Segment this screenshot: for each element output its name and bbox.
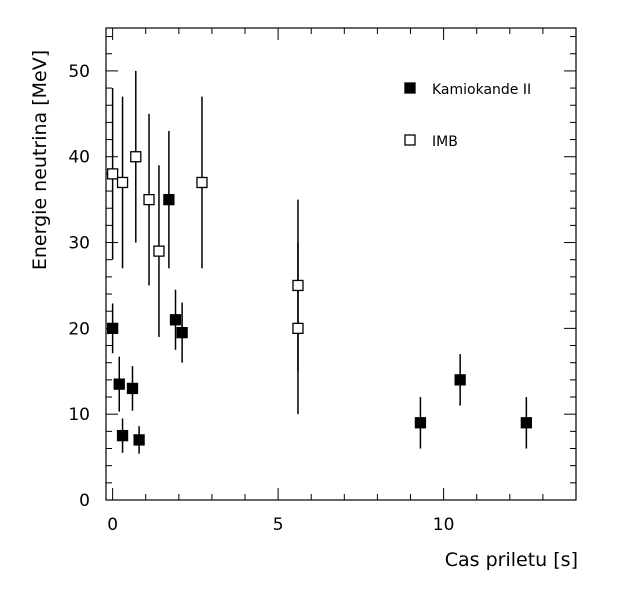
imb-point [130, 151, 142, 163]
y-tick-label: 10 [68, 405, 90, 425]
y-axis-label: Energie neutrina [MeV] [29, 50, 51, 270]
y-tick-label: 20 [68, 319, 90, 339]
kamiokande-point [169, 314, 182, 326]
imb-point [196, 176, 208, 189]
imb-point [143, 193, 155, 206]
kamiokande-point [113, 378, 125, 390]
legend: Kamiokande II IMB [404, 82, 531, 150]
kamiokande-point [454, 374, 466, 386]
x-tick-label: 10 [433, 515, 455, 535]
kamiokande-point [176, 327, 188, 339]
x-tick-label: 5 [273, 515, 284, 535]
legend-marker [404, 134, 416, 146]
imb-point [116, 176, 129, 189]
kamiokande-point [106, 322, 119, 335]
imb-point [106, 168, 119, 180]
legend-label: Kamiokande II [432, 82, 531, 98]
x-tick-label: 0 [107, 515, 118, 535]
y-tick-label: 0 [79, 491, 90, 511]
axis-ticks [106, 28, 577, 501]
kamiokande-point [163, 193, 175, 206]
plot-frame [105, 27, 577, 501]
data-markers [106, 151, 533, 446]
error-bars [111, 70, 528, 454]
kamiokande-point [414, 417, 427, 429]
legend-label: IMB [432, 134, 458, 150]
y-tick-label: 40 [68, 148, 90, 168]
imb-point [292, 322, 304, 335]
kamiokande-point [133, 434, 145, 446]
imb-point [292, 279, 304, 292]
legend-marker [404, 82, 416, 94]
tick-labels: 0 10 20 30 40 50 0 5 10 [68, 62, 454, 535]
kamiokande-point [126, 382, 139, 395]
y-tick-label: 50 [68, 62, 90, 82]
x-axis-label: Cas priletu [s] [445, 549, 578, 571]
kamiokande-point [520, 417, 533, 429]
kamiokande-point [116, 429, 129, 442]
imb-point [153, 245, 165, 257]
y-tick-label: 30 [68, 234, 90, 254]
